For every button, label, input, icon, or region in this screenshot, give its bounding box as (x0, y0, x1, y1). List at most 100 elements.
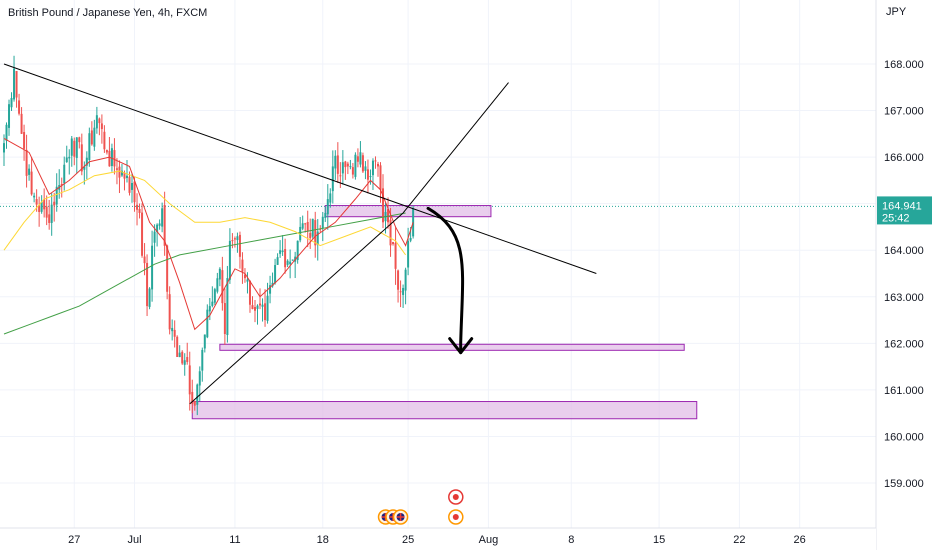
candle-body (118, 166, 121, 178)
candle-body (203, 334, 206, 349)
candle-body (228, 240, 231, 280)
candle-body (286, 260, 289, 265)
candle-body (301, 223, 304, 229)
candle-body (336, 155, 339, 174)
candle-body (198, 371, 201, 386)
trendline-drawings[interactable] (3, 63, 597, 405)
candle-body (33, 195, 36, 198)
candle-body (254, 307, 256, 311)
candle-body (3, 143, 5, 153)
candle-body (38, 205, 41, 213)
candle-body (166, 245, 169, 292)
candle-body (131, 183, 134, 190)
candle-body (83, 166, 86, 170)
trendline (189, 212, 404, 405)
candle-body (15, 70, 18, 98)
candle-body (5, 124, 8, 141)
candle-body (141, 212, 144, 256)
candle-body (369, 176, 372, 178)
candle-body (281, 250, 284, 253)
candle-body (35, 199, 38, 205)
candle-body (23, 132, 26, 149)
candle-body (314, 220, 317, 246)
candle-body (55, 186, 58, 205)
candle-body (80, 144, 83, 172)
candle-body (366, 169, 369, 180)
candle-body (319, 228, 322, 230)
candle-body (43, 199, 46, 210)
price-tick-label: 167.000 (884, 106, 924, 118)
time-tick-label: 25 (402, 534, 414, 546)
candle-body (226, 278, 229, 336)
candle-body (389, 219, 392, 246)
candle-body (251, 305, 254, 310)
time-tick-label: 18 (317, 534, 329, 546)
trendline (3, 63, 597, 274)
candle-body (173, 329, 176, 337)
candle-body (108, 150, 111, 167)
ma-slow-line (3, 212, 406, 335)
candle-body (123, 172, 126, 179)
candle-body (20, 113, 23, 134)
candle-body (404, 269, 407, 291)
candle-body (241, 259, 244, 272)
candle-body (221, 270, 224, 304)
candle-body (176, 336, 179, 357)
price-tick-label: 168.000 (884, 59, 924, 71)
candle-body (216, 278, 219, 292)
candle-body (304, 223, 307, 225)
candle-body (306, 221, 309, 232)
price-tick-label: 163.000 (884, 292, 924, 304)
candle-body (246, 279, 249, 282)
candle-body (379, 165, 382, 190)
candle-body (349, 166, 352, 168)
candle-body (113, 150, 116, 167)
candle-body (88, 133, 91, 160)
candle-body (70, 138, 73, 156)
candle-body (148, 288, 151, 307)
candle-body (183, 360, 186, 365)
candle-body (125, 175, 128, 178)
candle-body (236, 236, 239, 241)
candle-body (261, 304, 264, 307)
candle-body (120, 170, 123, 176)
event-markers[interactable] (377, 489, 464, 525)
candle-body (206, 309, 209, 338)
time-tick-label: 15 (653, 534, 665, 546)
candle-body (394, 243, 397, 269)
candle-body (409, 237, 412, 241)
candle-body (354, 154, 357, 177)
candle-body (402, 287, 405, 295)
candle-body (138, 208, 141, 213)
candle-body (382, 188, 385, 223)
candle-body (63, 164, 66, 184)
candle-body (284, 249, 287, 268)
time-axis-bg (0, 528, 876, 550)
price-tick-label: 159.000 (884, 478, 924, 490)
candle-body (299, 226, 302, 241)
candle-body (53, 201, 56, 206)
candle-body (13, 68, 16, 100)
candle-body (223, 303, 226, 335)
time-tick-label: 27 (68, 534, 80, 546)
candle-body (191, 391, 194, 404)
candle-body (316, 231, 319, 245)
price-tick-label: 160.000 (884, 431, 924, 443)
price-axis-bg (876, 0, 932, 550)
candle-body (238, 234, 241, 257)
candle-body (30, 171, 33, 195)
price-axis[interactable]: JPY 159.000 160.000 161.000 162.000 163.000 16… (875, 0, 932, 550)
support-resistance-zones[interactable] (191, 205, 698, 420)
candle-body (40, 202, 43, 212)
candle-body (376, 163, 379, 167)
candle-body (78, 137, 81, 143)
candle-body (407, 240, 410, 268)
candle-body (65, 157, 68, 163)
time-axis[interactable]: 27 Jul 11 18 25 Aug 8 15 22 26 (0, 527, 876, 550)
countdown-label: 25:42 (882, 212, 910, 224)
ma-fast-line (3, 138, 414, 331)
candle-body (341, 162, 344, 174)
candle-body (100, 123, 103, 130)
candle-body (68, 156, 71, 159)
